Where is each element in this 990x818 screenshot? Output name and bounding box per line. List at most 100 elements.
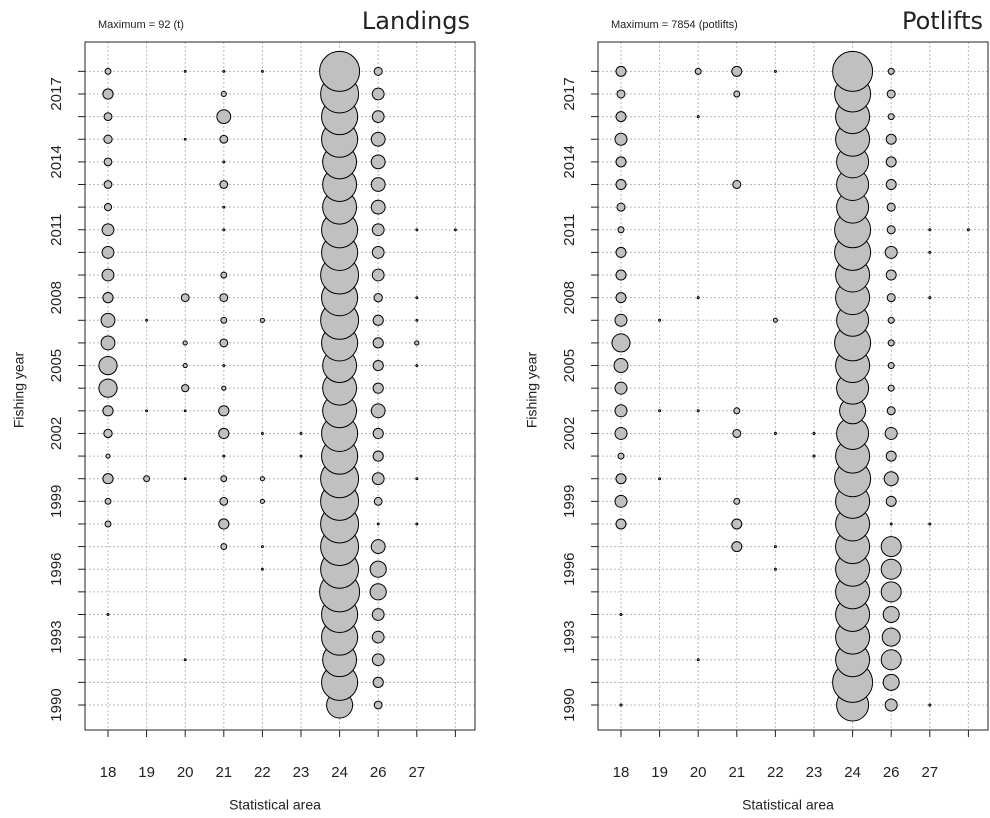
bubble [880,649,902,671]
bubble [219,496,229,506]
bubble [145,409,149,413]
bubble [615,246,627,258]
bubble [319,50,361,92]
x-tick-label: 19 [651,764,668,781]
bubble [928,703,932,707]
bubble [615,111,627,123]
bubble [218,405,230,417]
x-tick-label: 26 [883,764,900,781]
bubble [106,613,110,616]
bubble [222,160,226,164]
y-tick-label: 2014 [48,145,65,178]
bubble [880,581,902,603]
bubble [102,473,114,485]
bubble [732,180,742,190]
bubble [773,567,777,571]
x-tick-label: 22 [767,764,784,781]
bubble [370,177,386,192]
bubble [928,522,932,526]
bubble [733,407,741,415]
bubble [370,199,386,215]
bubble [183,477,187,481]
bubble [183,137,187,141]
bubble [373,292,383,303]
bubble [615,292,627,304]
bubble [372,450,384,462]
bubble [887,113,895,121]
bubble [611,333,631,353]
bubble [772,317,778,323]
y-tick-label: 1996 [561,553,578,586]
bubble [101,223,115,237]
bubble [373,66,383,76]
bubble [882,673,900,691]
bubble [219,338,229,348]
x-tick-label: 23 [806,764,823,781]
bubble [886,202,896,212]
bubble [220,90,227,98]
bubble [372,382,384,394]
bubble [658,409,662,413]
bubble [415,318,419,322]
bubble [885,133,897,145]
y-tick-label: 2002 [561,417,578,450]
bubble [222,228,226,232]
bubble [617,452,625,460]
bubble [731,541,743,553]
y-tick-label: 1999 [48,485,65,518]
bubble [182,340,188,346]
bubble [886,406,896,416]
bubble [696,409,700,413]
bubble [619,612,623,616]
x-axis-label: Statistical area [229,797,321,813]
y-tick-label: 1990 [561,688,578,721]
bubble [614,132,628,146]
x-tick-label: 26 [370,764,387,781]
bubble [372,359,384,372]
bubble [886,89,896,99]
bubble [731,518,743,530]
bubble [180,293,190,303]
bubble [183,409,187,413]
x-tick-label: 21 [728,764,745,781]
bubble [371,630,385,644]
bubble [370,403,386,419]
y-tick-label: 2002 [48,417,65,450]
bubble [299,432,303,435]
bubble [371,608,385,621]
x-tick-label: 23 [293,764,310,781]
bubble [928,296,932,300]
bubble [103,134,113,144]
bubble [221,385,227,391]
bubble [415,477,419,481]
bubble [887,362,895,370]
bubble [884,245,898,259]
bubble [733,497,741,505]
bubble [885,156,897,168]
bubble [371,110,385,124]
bubble [615,156,627,168]
bubble [885,179,897,191]
bubble [372,427,384,440]
x-tick-label: 18 [613,764,630,781]
bubble [615,65,627,77]
bubble [104,497,112,505]
plot-frame [84,41,476,731]
bubble [218,518,230,530]
bubble [105,453,111,459]
bubble [260,567,264,571]
panel-title: Potlifts [902,7,983,35]
bubble [694,67,702,75]
bubble [928,250,932,254]
bubble [732,428,742,438]
bubble [260,432,264,435]
bubble [696,115,700,119]
panel-subtitle: Maximum = 7854 (potlifts) [611,19,738,31]
bubble [614,313,628,327]
bubble [102,292,114,304]
bubble [615,269,627,281]
bubble [615,179,627,191]
x-tick-label: 21 [215,764,232,781]
bubble [145,318,149,322]
